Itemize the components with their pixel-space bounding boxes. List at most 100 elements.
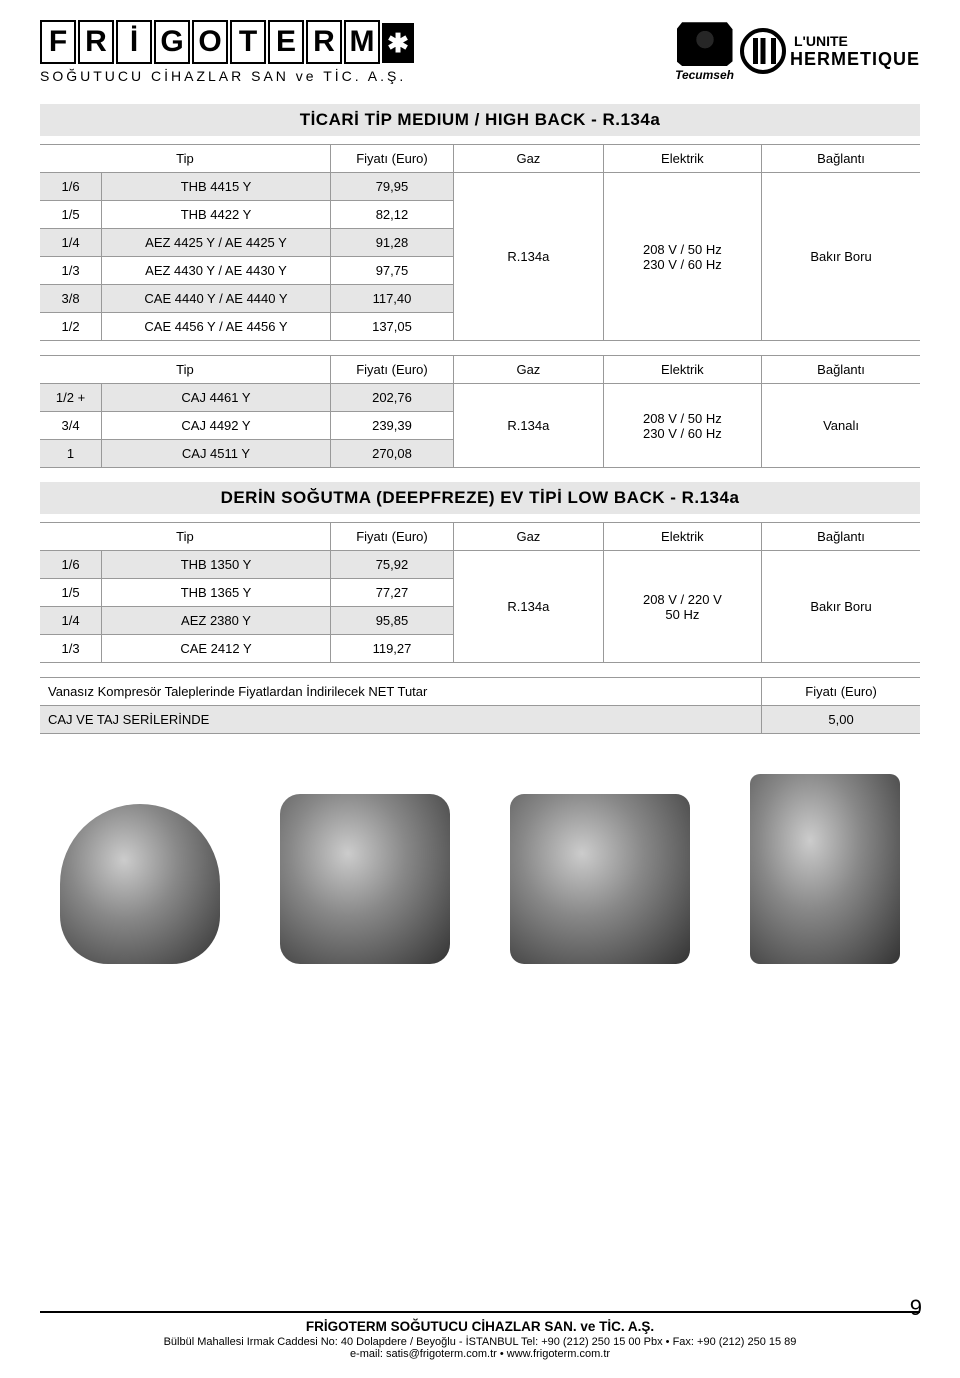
- compressor-image-4: [750, 774, 900, 964]
- cell-elektrik: 208 V / 50 Hz230 V / 60 Hz: [603, 173, 761, 341]
- tecumseh-brand: Tecumseh: [675, 20, 734, 82]
- cell-hp: 1/3: [40, 635, 102, 663]
- cell-tip: CAJ 4461 Y: [102, 384, 331, 412]
- logo-letter: R: [306, 20, 342, 64]
- compressor-image-2: [280, 794, 450, 964]
- th-gaz: Gaz: [454, 523, 604, 551]
- th-fiyat: Fiyatı (Euro): [330, 356, 453, 384]
- note-table: Vanasız Kompresör Taleplerinde Fiyatlard…: [40, 677, 920, 734]
- section2-table: Tip Fiyatı (Euro) Gaz Elektrik Bağlantı …: [40, 355, 920, 468]
- cell-fiyat: 97,75: [330, 257, 453, 285]
- section3-title: DERİN SOĞUTMA (DEEPFREZE) EV TİPİ LOW BA…: [40, 482, 920, 514]
- table-header-row: Tip Fiyatı (Euro) Gaz Elektrik Bağlantı: [40, 523, 920, 551]
- note-price-header: Fiyatı (Euro): [762, 678, 920, 706]
- logo-letter: İ: [116, 20, 152, 64]
- th-elektrik: Elektrik: [603, 523, 761, 551]
- cell-tip: THB 1350 Y: [102, 551, 331, 579]
- cell-hp: 1/5: [40, 201, 102, 229]
- th-tip: Tip: [40, 523, 330, 551]
- snowflake-icon: ✱: [382, 23, 414, 63]
- logo-letter: G: [154, 20, 190, 64]
- cell-hp: 1/2: [40, 313, 102, 341]
- section1-title: TİCARİ TİP MEDIUM / HIGH BACK - R.134a: [40, 104, 920, 136]
- cell-fiyat: 79,95: [330, 173, 453, 201]
- cell-tip: AEZ 4425 Y / AE 4425 Y: [102, 229, 331, 257]
- th-elektrik: Elektrik: [603, 356, 761, 384]
- cell-fiyat: 77,27: [330, 579, 453, 607]
- hermetique-icon: [740, 28, 786, 74]
- cell-hp: 3/8: [40, 285, 102, 313]
- logo-letter: O: [192, 20, 228, 64]
- cell-fiyat: 119,27: [330, 635, 453, 663]
- note-price-value: 5,00: [762, 706, 920, 734]
- cell-fiyat: 82,12: [330, 201, 453, 229]
- lunite-label: L'UNITE: [794, 33, 920, 49]
- footer-email: e-mail: satis@frigoterm.com.tr • www.fri…: [40, 1348, 920, 1360]
- logo-frigoterm: FRİGOTERM✱ SOĞUTUCU CİHAZLAR SAN ve TİC.…: [40, 20, 414, 84]
- cell-tip: AEZ 2380 Y: [102, 607, 331, 635]
- cell-hp: 1: [40, 440, 102, 468]
- note-desc-header: Vanasız Kompresör Taleplerinde Fiyatlard…: [40, 678, 762, 706]
- page-number: 9: [910, 1295, 922, 1321]
- cell-hp: 1/4: [40, 229, 102, 257]
- cell-baglanti: Vanalı: [762, 384, 920, 468]
- cell-fiyat: 95,85: [330, 607, 453, 635]
- cell-tip: AEZ 4430 Y / AE 4430 Y: [102, 257, 331, 285]
- logo-letter: M: [344, 20, 380, 64]
- logo-subtitle: SOĞUTUCU CİHAZLAR SAN ve TİC. A.Ş.: [40, 68, 414, 84]
- th-elektrik: Elektrik: [603, 145, 761, 173]
- cell-fiyat: 137,05: [330, 313, 453, 341]
- cell-baglanti: Bakır Boru: [762, 551, 920, 663]
- logo-brands: Tecumseh L'UNITE HERMETIQUE: [675, 20, 920, 82]
- cell-hp: 1/6: [40, 173, 102, 201]
- table-row: 1/2 +CAJ 4461 Y202,76R.134a208 V / 50 Hz…: [40, 384, 920, 412]
- th-tip: Tip: [40, 145, 330, 173]
- cell-hp: 1/5: [40, 579, 102, 607]
- cell-hp: 1/3: [40, 257, 102, 285]
- compressor-image-3: [510, 794, 690, 964]
- cell-gaz: R.134a: [454, 173, 604, 341]
- cell-elektrik: 208 V / 50 Hz230 V / 60 Hz: [603, 384, 761, 468]
- note-desc-value: CAJ VE TAJ SERİLERİNDE: [40, 706, 762, 734]
- product-images: [40, 774, 920, 964]
- cell-tip: CAJ 4511 Y: [102, 440, 331, 468]
- cell-tip: THB 1365 Y: [102, 579, 331, 607]
- section3-table: Tip Fiyatı (Euro) Gaz Elektrik Bağlantı …: [40, 522, 920, 663]
- compressor-image-1: [60, 804, 220, 964]
- hermetique-label: HERMETIQUE: [790, 49, 920, 70]
- cell-hp: 1/4: [40, 607, 102, 635]
- table-header-row: Tip Fiyatı (Euro) Gaz Elektrik Bağlantı: [40, 356, 920, 384]
- tecumseh-label: Tecumseh: [675, 68, 734, 82]
- cell-tip: CAE 4456 Y / AE 4456 Y: [102, 313, 331, 341]
- cell-fiyat: 117,40: [330, 285, 453, 313]
- table-row: 1/6THB 4415 Y79,95R.134a208 V / 50 Hz230…: [40, 173, 920, 201]
- footer-address: Bülbül Mahallesi Irmak Caddesi No: 40 Do…: [40, 1336, 920, 1348]
- footer-company: FRİGOTERM SOĞUTUCU CİHAZLAR SAN. ve TİC.…: [40, 1319, 920, 1334]
- note-data-row: CAJ VE TAJ SERİLERİNDE 5,00: [40, 706, 920, 734]
- cell-hp: 1/6: [40, 551, 102, 579]
- hermetique-brand: L'UNITE HERMETIQUE: [740, 28, 920, 74]
- logo-letter: F: [40, 20, 76, 64]
- th-gaz: Gaz: [454, 145, 604, 173]
- th-gaz: Gaz: [454, 356, 604, 384]
- th-fiyat: Fiyatı (Euro): [330, 145, 453, 173]
- logo-letter: T: [230, 20, 266, 64]
- th-tip: Tip: [40, 356, 330, 384]
- cell-fiyat: 202,76: [330, 384, 453, 412]
- th-fiyat: Fiyatı (Euro): [330, 523, 453, 551]
- cell-tip: THB 4422 Y: [102, 201, 331, 229]
- cell-hp: 1/2 +: [40, 384, 102, 412]
- page-header: FRİGOTERM✱ SOĞUTUCU CİHAZLAR SAN ve TİC.…: [40, 20, 920, 84]
- cell-tip: THB 4415 Y: [102, 173, 331, 201]
- cell-elektrik: 208 V / 220 V50 Hz: [603, 551, 761, 663]
- page-footer: 9 FRİGOTERM SOĞUTUCU CİHAZLAR SAN. ve Tİ…: [40, 1311, 920, 1360]
- section1-table: Tip Fiyatı (Euro) Gaz Elektrik Bağlantı …: [40, 144, 920, 341]
- note-header-row: Vanasız Kompresör Taleplerinde Fiyatlard…: [40, 678, 920, 706]
- cell-tip: CAE 4440 Y / AE 4440 Y: [102, 285, 331, 313]
- th-baglanti: Bağlantı: [762, 145, 920, 173]
- cell-tip: CAJ 4492 Y: [102, 412, 331, 440]
- logo-letter: R: [78, 20, 114, 64]
- cell-fiyat: 75,92: [330, 551, 453, 579]
- cell-tip: CAE 2412 Y: [102, 635, 331, 663]
- cell-hp: 3/4: [40, 412, 102, 440]
